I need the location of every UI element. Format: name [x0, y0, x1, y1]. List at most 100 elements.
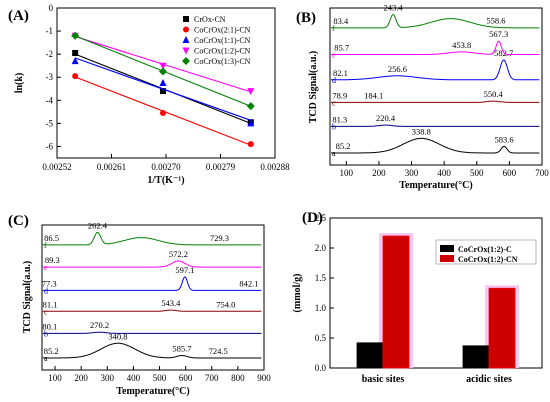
panel-b-x-tick-label: 600 — [503, 168, 517, 178]
panel-c-label: (C) — [8, 213, 29, 229]
panel-d-category-label: basic sites — [362, 374, 405, 385]
panel-c-x-tick-label: 400 — [127, 373, 141, 383]
panel-b-peak-label: 583.6 — [494, 134, 513, 144]
panel-b-peak-label: 243.4 — [384, 3, 404, 13]
panel-c-x-axis-title: Temperature(°C) — [116, 386, 189, 397]
panel-a: (A) ln(k) 1/T(K⁻¹) 0.00252 0.00261 0.00270… — [8, 3, 290, 186]
panel-a-point — [159, 79, 167, 86]
panel-c-y-axis-title: TCD Signal(a.u.) — [22, 261, 33, 334]
panel-b-trace-letter: b — [332, 122, 336, 131]
panel-b-x-tick-label: 700 — [535, 168, 549, 178]
panel-b-x-tick-label: 200 — [372, 168, 386, 178]
panel-c-frame — [41, 224, 265, 371]
panel-c-trace-b — [42, 331, 262, 334]
panel-a-y-tick-label: -1 — [46, 26, 54, 36]
panel-a-point — [159, 62, 167, 70]
panel-b-peak-label: 78.9 — [332, 90, 347, 100]
panel-a-point — [71, 31, 80, 40]
panel-b-label: (B) — [296, 10, 316, 26]
panel-b-trace-letter: c — [332, 98, 336, 107]
panel-b-trace-letter: a — [332, 149, 336, 158]
panel-b-trace-d — [331, 59, 540, 81]
panel-c-x-tick-label: 900 — [257, 373, 271, 383]
panel-a-point — [72, 50, 79, 56]
panel-a-x-axis-title: 1/T(K⁻¹) — [147, 175, 184, 186]
panel-d-label: (D) — [302, 210, 323, 226]
panel-b-peak-label: 338.8 — [412, 126, 431, 136]
panel-a-x-tick-label: 0.00279 — [206, 162, 236, 172]
panel-c-peak-label: 729.3 — [210, 233, 229, 243]
panel-d-legend-swatch — [440, 245, 454, 252]
panel-b-trace-b — [331, 124, 540, 127]
panel-a-point — [159, 110, 166, 116]
panel-a-point — [182, 47, 190, 55]
panel-b-peak-label: 82.1 — [333, 68, 348, 78]
panel-a-point — [183, 16, 189, 22]
panel-b-trace-letter: d — [332, 76, 336, 85]
panel-b-x-tick-label: 100 — [340, 168, 354, 178]
panel-c-x-tick-label: 200 — [74, 373, 88, 383]
panel-a-y-tick-label: -2 — [46, 49, 54, 59]
panel-b-trace-c — [331, 100, 540, 103]
panel-b-peak-label: 220.4 — [376, 113, 396, 123]
panel-c-x-tick-label: 700 — [205, 373, 219, 383]
panel-a-x-tick-label: 0.00252 — [42, 162, 71, 172]
panel-a-fit-line — [74, 57, 251, 121]
panel-c-trace-letter: a — [44, 354, 48, 363]
panel-c-x-tick-label: 300 — [101, 373, 115, 383]
panel-d-bar — [488, 287, 516, 369]
panel-a-y-tick-label: -3 — [46, 72, 54, 82]
panel-a-point — [159, 88, 166, 95]
panel-b-peak-label: 81.3 — [332, 114, 347, 124]
panel-c-x-tick-label: 100 — [48, 373, 62, 383]
panel-b-x-axis-title: Temperature(°C) — [399, 180, 472, 191]
panel-a-x-tick-label: 0.00270 — [151, 162, 181, 172]
panel-a-point — [247, 88, 255, 96]
panel-a-point — [158, 67, 167, 76]
panel-a-y-tick-label: -6 — [46, 141, 54, 151]
panel-b-peak-label: 85.2 — [336, 141, 351, 151]
panel-d-bar — [462, 345, 490, 369]
panel-a-legend-label: CoCrOx(2:1)-CN — [194, 26, 251, 35]
panel-b-y-axis-title: TCD Signal(a.u.) — [308, 51, 319, 124]
panel-b-trace-letter: f — [332, 24, 335, 33]
panel-a-point — [247, 141, 254, 148]
panel-a-point — [182, 57, 190, 65]
panel-b-x-tick-label: 300 — [405, 168, 419, 178]
panel-c-trace-letter: e — [44, 263, 48, 272]
panel-b-x-tick-label: 500 — [470, 168, 484, 178]
panel-b-frame — [329, 7, 543, 166]
panel-c-peak-label: 89.3 — [45, 255, 60, 265]
panel-b-trace-a — [331, 137, 540, 154]
panel-a-y-tick-label: -4 — [46, 95, 54, 105]
panel-b-peak-label: 85.7 — [334, 43, 349, 53]
panel-d-category-label: acidic sites — [466, 374, 512, 385]
panel-c-peak-label: 754.0 — [216, 299, 235, 309]
panel-c: (C) TCD Signal(a.u.) Temperature(°C) 100… — [8, 213, 271, 397]
panel-c-peak-label: 585.7 — [172, 344, 191, 354]
panel-a-y-tick-label: -5 — [46, 118, 54, 128]
panel-a-label: (A) — [8, 8, 29, 24]
panel-c-trace-letter: d — [44, 286, 48, 295]
panel-a-point — [182, 36, 190, 43]
panel-d-y-tick-label: 0.5 — [315, 333, 327, 343]
panel-b-x-tick-label: 400 — [437, 168, 451, 178]
panel-c-x-tick-label: 800 — [231, 373, 245, 383]
panel-c-peak-label: 543.4 — [161, 298, 181, 308]
panel-c-peak-label: 572.2 — [169, 249, 188, 259]
panel-c-peak-label: 81.1 — [43, 299, 58, 309]
panel-a-legend-label: CoCrOx(1:3)-CN — [194, 57, 251, 66]
panel-c-peak-label: 270.2 — [90, 320, 109, 330]
panel-a-x-tick-label: 0.00261 — [97, 162, 126, 172]
panel-c-peak-label: 842.1 — [239, 278, 258, 288]
panel-a-point — [246, 102, 255, 111]
panel-b: (B) TCD Signal(a.u.) Temperature(°C) 100… — [296, 3, 549, 191]
panel-d-y-tick-label: 1.0 — [315, 303, 327, 313]
panel-a-y-tick-label: 0 — [49, 3, 54, 13]
panel-b-peak-label: 567.3 — [489, 29, 508, 39]
panel-a-legend-label: CrOx-CN — [194, 15, 226, 24]
panel-d-y-tick-label: 2.0 — [315, 243, 327, 253]
panel-c-peak-label: 340.8 — [108, 331, 127, 341]
panel-c-trace-letter: c — [44, 307, 48, 316]
